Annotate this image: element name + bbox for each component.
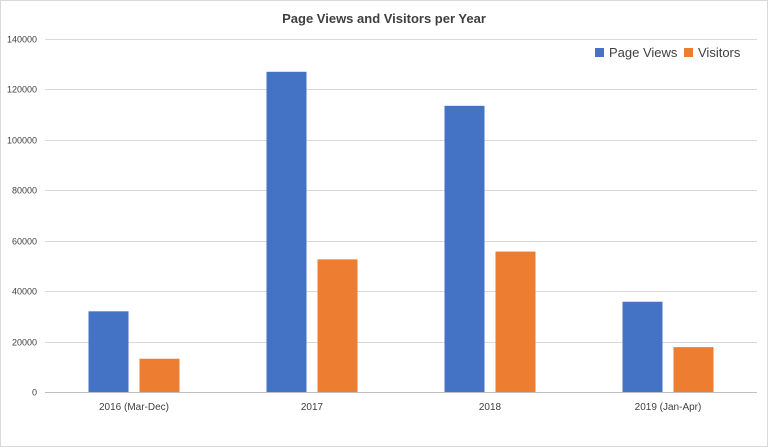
x-category-label: 2018 <box>479 402 502 413</box>
bar-visitors <box>673 347 714 392</box>
bar-visitors <box>495 251 536 392</box>
bar-visitors <box>139 358 180 392</box>
bar-page-views <box>622 301 663 392</box>
bar-page-views <box>444 105 485 392</box>
bar-layer <box>88 71 714 393</box>
y-tick-label: 40000 <box>12 287 37 297</box>
grid-layer <box>45 39 757 343</box>
legend: Page Views Visitors <box>595 45 741 60</box>
legend-label-page-views: Page Views <box>609 45 678 60</box>
chart-title: Page Views and Visitors per Year <box>282 11 486 26</box>
axis-layer: 0 20000 40000 60000 80000 100000 120000 140000 2… <box>7 35 757 413</box>
bar-page-views <box>88 311 129 392</box>
legend-swatch-visitors <box>684 48 693 57</box>
y-tick-label: 0 <box>32 388 37 398</box>
legend-label-visitors: Visitors <box>698 45 741 60</box>
bar-page-views <box>266 71 307 393</box>
x-category-label: 2019 (Jan-Apr) <box>635 402 702 413</box>
y-tick-label: 100000 <box>7 136 37 146</box>
bar-visitors <box>317 259 358 392</box>
x-category-label: 2016 (Mar-Dec) <box>99 402 169 413</box>
legend-swatch-page-views <box>595 48 604 57</box>
y-tick-label: 80000 <box>12 186 37 196</box>
y-tick-label: 60000 <box>12 237 37 247</box>
x-category-label: 2017 <box>301 402 324 413</box>
y-tick-label: 20000 <box>12 338 37 348</box>
y-tick-label: 140000 <box>7 35 37 45</box>
y-tick-label: 120000 <box>7 85 37 95</box>
